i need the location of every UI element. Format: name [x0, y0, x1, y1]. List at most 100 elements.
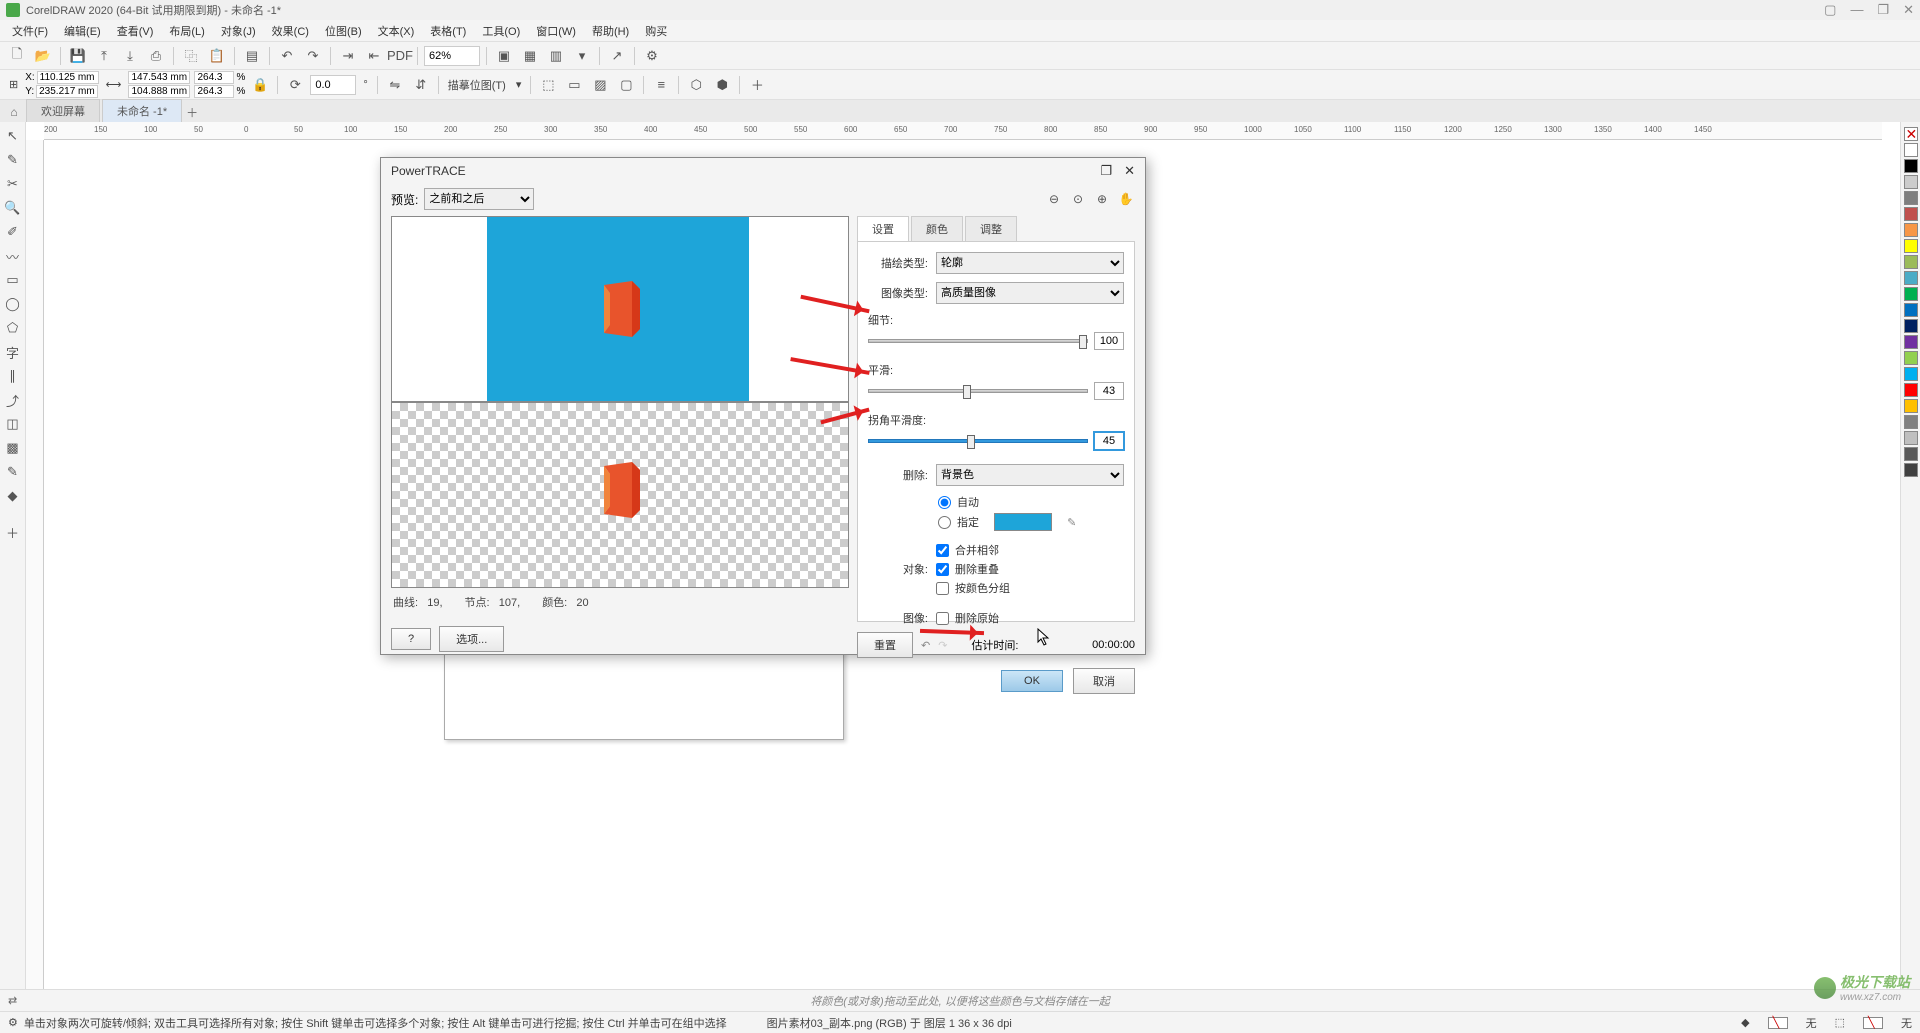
color-swatch[interactable] — [1904, 351, 1918, 365]
shadow-tool-icon[interactable]: ◫ — [1, 412, 25, 436]
menu-buy[interactable]: 购买 — [637, 23, 675, 39]
menu-window[interactable]: 窗口(W) — [528, 23, 584, 39]
guides-icon[interactable]: ▥ — [545, 45, 567, 67]
eyedropper-icon[interactable]: ✎ — [1067, 516, 1076, 529]
tab-colors[interactable]: 颜色 — [911, 216, 963, 241]
print-icon[interactable]: ⎙ — [145, 45, 167, 67]
cloud-down-icon[interactable]: ⤓ — [119, 45, 141, 67]
shape-tool-icon[interactable]: ✎ — [1, 148, 25, 172]
nocolor-swatch[interactable]: ✕ — [1904, 127, 1918, 141]
color-swatch[interactable] — [1904, 335, 1918, 349]
pdf-icon[interactable]: PDF — [389, 45, 411, 67]
tab-settings[interactable]: 设置 — [857, 216, 909, 241]
undo-small-icon[interactable]: ↶ — [921, 639, 930, 652]
spec-color-swatch[interactable] — [994, 513, 1052, 531]
sx-input[interactable] — [194, 71, 234, 84]
corner-slider[interactable] — [868, 439, 1088, 443]
undo-icon[interactable]: ↶ — [276, 45, 298, 67]
eyedropper-tool-icon[interactable]: ✎ — [1, 460, 25, 484]
menu-file[interactable]: 文件(F) — [4, 23, 56, 39]
cloud-up-icon[interactable]: ⤒ — [93, 45, 115, 67]
menu-table[interactable]: 表格(T) — [422, 23, 474, 39]
import-icon[interactable]: ⇥ — [337, 45, 359, 67]
resample-icon[interactable]: ▭ — [563, 74, 585, 96]
color-swatch[interactable] — [1904, 143, 1918, 157]
fill-tool-icon[interactable]: ◆ — [1, 484, 25, 508]
color-swatch[interactable] — [1904, 303, 1918, 317]
rotation-input[interactable] — [310, 75, 356, 95]
lock-ratio-icon[interactable]: 🔒 — [249, 74, 271, 96]
tab-adjust[interactable]: 调整 — [965, 216, 1017, 241]
preview-mode-select[interactable]: 之前和之后 — [424, 188, 534, 210]
freehand-tool-icon[interactable]: ✐ — [1, 220, 25, 244]
sy-input[interactable] — [194, 85, 234, 98]
rectangle-tool-icon[interactable]: ▭ — [1, 268, 25, 292]
minimize-icon[interactable]: — — [1850, 2, 1863, 18]
detail-slider[interactable] — [868, 339, 1088, 343]
new-icon[interactable]: 🗋 — [6, 45, 28, 67]
color-swatch[interactable] — [1904, 319, 1918, 333]
trace-label[interactable]: 描摹位图(T) — [445, 77, 509, 93]
delorig-check[interactable] — [936, 612, 949, 625]
add-tab-icon[interactable]: ＋ — [182, 102, 202, 122]
help-icon[interactable]: ▢ — [1824, 2, 1836, 18]
fullscreen-icon[interactable]: ▣ — [493, 45, 515, 67]
menu-view[interactable]: 查看(V) — [109, 23, 162, 39]
menu-text[interactable]: 文本(X) — [370, 23, 423, 39]
menu-effect[interactable]: 效果(C) — [264, 23, 317, 39]
detail-value[interactable] — [1094, 332, 1124, 350]
color-swatch[interactable] — [1904, 159, 1918, 173]
link-icon[interactable]: ⬡ — [685, 74, 707, 96]
smooth-value[interactable] — [1094, 382, 1124, 400]
color-swatch[interactable] — [1904, 191, 1918, 205]
redo-icon[interactable]: ↷ — [302, 45, 324, 67]
ok-button[interactable]: OK — [1001, 670, 1063, 692]
close-icon[interactable]: ✕ — [1903, 2, 1914, 18]
menu-bitmap[interactable]: 位图(B) — [317, 23, 370, 39]
maximize-icon[interactable]: ❐ — [1877, 2, 1889, 18]
zoom-input[interactable] — [424, 46, 480, 66]
help-button[interactable]: ? — [391, 628, 431, 650]
frame-icon[interactable]: ▢ — [615, 74, 637, 96]
paste-icon[interactable]: 📋 — [206, 45, 228, 67]
ellipse-tool-icon[interactable]: ◯ — [1, 292, 25, 316]
auto-radio[interactable] — [938, 496, 951, 509]
menu-help[interactable]: 帮助(H) — [584, 23, 637, 39]
fill-swatch[interactable]: ╲ — [1768, 1017, 1788, 1029]
swap-icon[interactable]: ⇄ — [8, 994, 17, 1007]
snap-icon[interactable]: ▾ — [571, 45, 593, 67]
transparency-tool-icon[interactable]: ▩ — [1, 436, 25, 460]
mirror-v-icon[interactable]: ⇵ — [410, 74, 432, 96]
color-swatch[interactable] — [1904, 239, 1918, 253]
menu-tools[interactable]: 工具(O) — [474, 23, 528, 39]
dialog-maximize-icon[interactable]: ❐ — [1100, 163, 1112, 179]
copy-icon[interactable]: ⿻ — [180, 45, 202, 67]
spec-radio[interactable] — [938, 516, 951, 529]
merge-check[interactable] — [936, 544, 949, 557]
color-swatch[interactable] — [1904, 175, 1918, 189]
options-icon[interactable]: ⚙ — [641, 45, 663, 67]
y-input[interactable] — [36, 85, 98, 98]
imgtype-select[interactable]: 高质量图像 — [936, 282, 1124, 304]
export-icon[interactable]: ⇤ — [363, 45, 385, 67]
launch-icon[interactable]: ↗ — [606, 45, 628, 67]
x-input[interactable] — [37, 71, 99, 84]
bycolor-check[interactable] — [936, 582, 949, 595]
save-icon[interactable]: 💾 — [67, 45, 89, 67]
redo-small-icon[interactable]: ↷ — [938, 639, 947, 652]
tab-welcome[interactable]: 欢迎屏幕 — [26, 99, 100, 122]
overlap-check[interactable] — [936, 563, 949, 576]
pan-icon[interactable]: ✋ — [1117, 190, 1135, 208]
align-icon[interactable]: ≡ — [650, 74, 672, 96]
menu-layout[interactable]: 布局(L) — [161, 23, 212, 39]
preview-before[interactable] — [391, 216, 849, 402]
corner-value[interactable] — [1094, 432, 1124, 450]
remove-select[interactable]: 背景色 — [936, 464, 1124, 486]
parallel-tool-icon[interactable]: ∥ — [1, 364, 25, 388]
polygon-tool-icon[interactable]: ⬠ — [1, 316, 25, 340]
color-swatch[interactable] — [1904, 255, 1918, 269]
reset-button[interactable]: 重置 — [857, 632, 913, 658]
preview-after[interactable] — [391, 402, 849, 588]
artistic-tool-icon[interactable]: 〰 — [1, 244, 25, 268]
dialog-close-icon[interactable]: ✕ — [1124, 163, 1135, 179]
